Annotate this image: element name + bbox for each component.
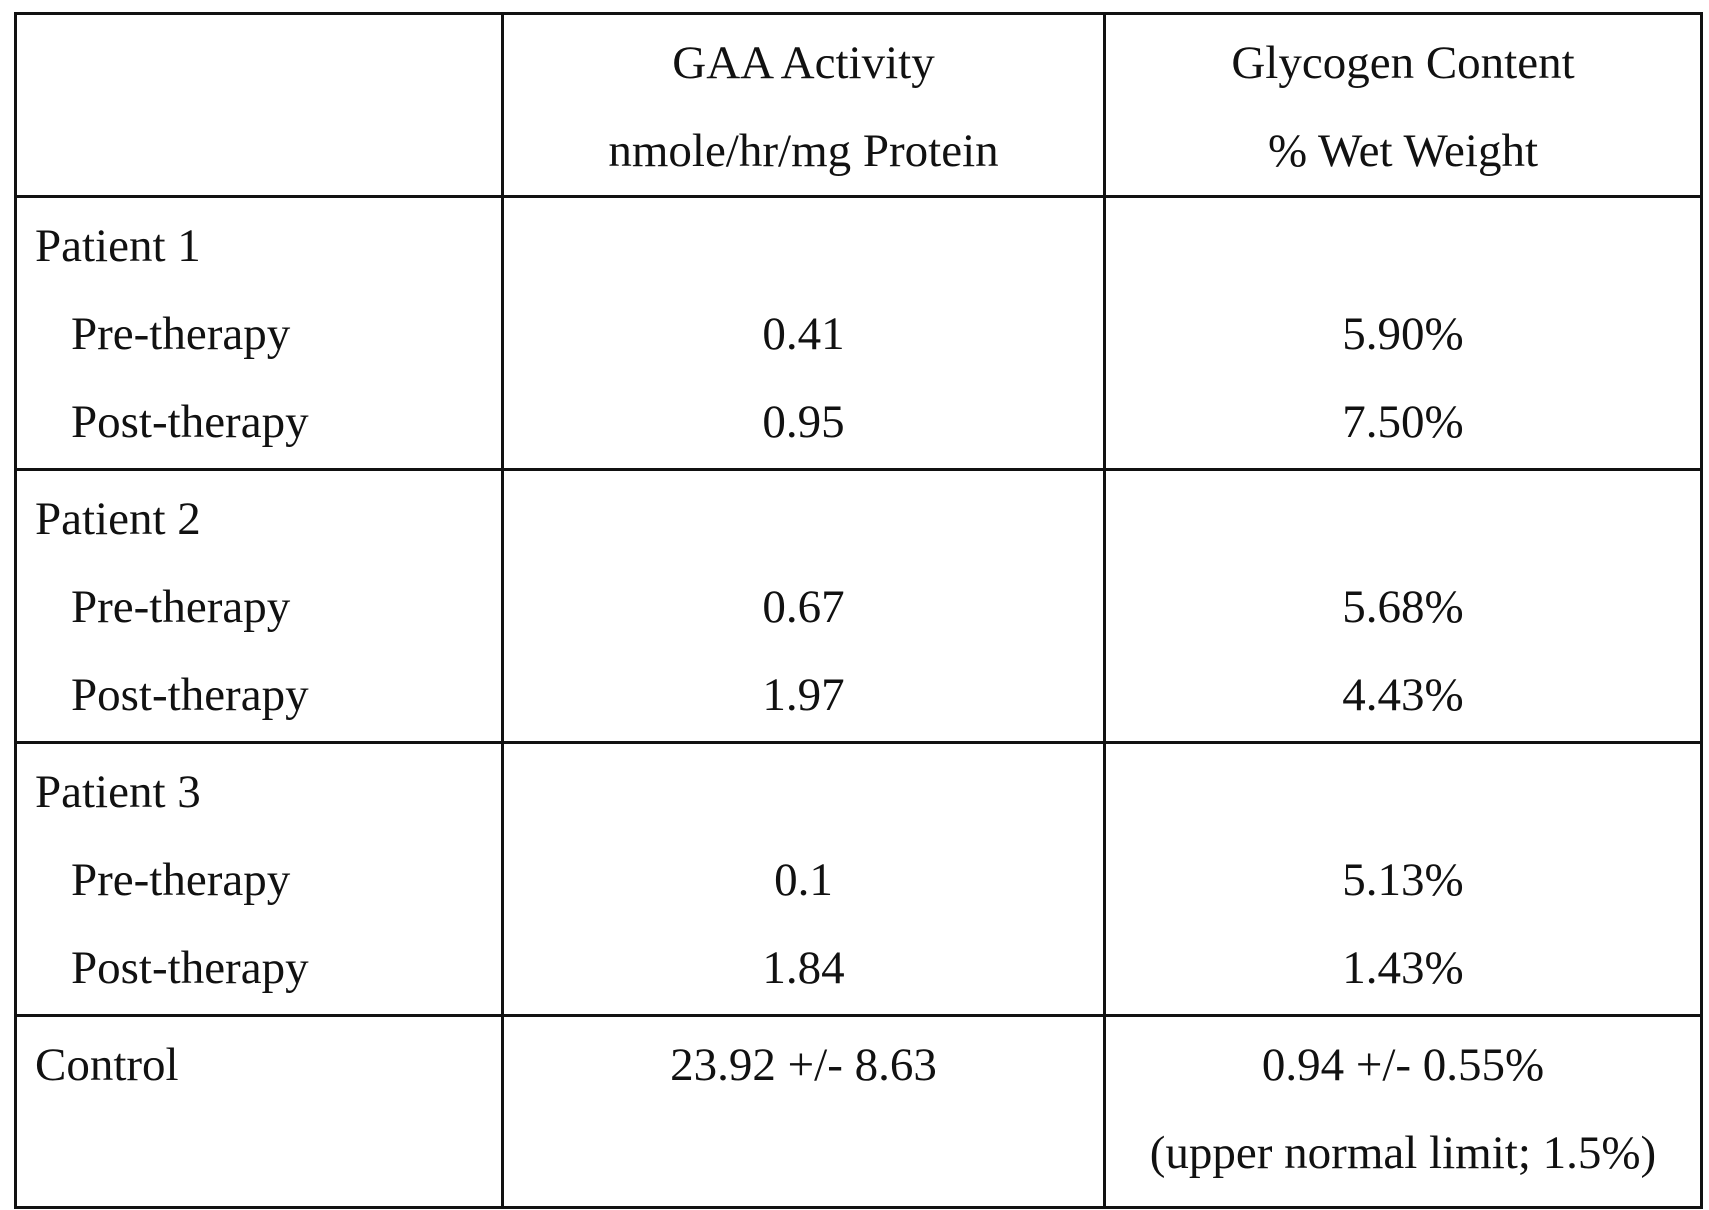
patient-1-pre-gaa: 0.41	[762, 308, 845, 360]
results-table: GAA Activity nmole/hr/mg Protein Glycoge…	[14, 12, 1703, 1209]
patient-2-pre-label: Pre-therapy	[71, 581, 291, 633]
header-cell-empty	[14, 12, 504, 198]
patient-1-label: Patient 1	[35, 220, 201, 272]
patient-3-pre-label: Pre-therapy	[71, 854, 291, 906]
patient-1-label-cell: Patient 1 Pre-therapy Post-therapy	[14, 195, 504, 471]
control-gaa-cell: 23.92 +/- 8.63	[501, 1014, 1106, 1209]
patient-1-glycogen-cell: 5.90% 7.50%	[1103, 195, 1703, 471]
patient-2-pre-glycogen: 5.68%	[1342, 581, 1464, 633]
patient-1-post-label: Post-therapy	[71, 396, 309, 448]
control-glycogen-cell: 0.94 +/- 0.55% (upper normal limit; 1.5%…	[1103, 1014, 1703, 1209]
patient-2-post-label: Post-therapy	[71, 669, 309, 721]
control-glycogen: 0.94 +/- 0.55%	[1261, 1039, 1545, 1091]
patient-3-post-label: Post-therapy	[71, 942, 309, 994]
patient-1-row: Patient 1 Pre-therapy Post-therapy 0.41 …	[14, 195, 1703, 471]
control-label: Control	[35, 1039, 179, 1091]
header-cell-gaa: GAA Activity nmole/hr/mg Protein	[501, 12, 1106, 198]
patient-3-row: Patient 3 Pre-therapy Post-therapy 0.1 1…	[14, 741, 1703, 1017]
patient-3-glycogen-cell: 5.13% 1.43%	[1103, 741, 1703, 1017]
patient-3-post-gaa: 1.84	[762, 942, 845, 994]
header-row: GAA Activity nmole/hr/mg Protein Glycoge…	[14, 12, 1703, 198]
gaa-column-title: GAA Activity	[672, 37, 935, 89]
control-label-cell: Control	[14, 1014, 504, 1209]
patient-2-post-gaa: 1.97	[762, 669, 845, 721]
patient-1-post-glycogen: 7.50%	[1342, 396, 1464, 448]
patient-3-post-glycogen: 1.43%	[1342, 942, 1464, 994]
patient-2-label: Patient 2	[35, 493, 201, 545]
patient-2-pre-gaa: 0.67	[762, 581, 845, 633]
patient-3-label-cell: Patient 3 Pre-therapy Post-therapy	[14, 741, 504, 1017]
patient-2-post-glycogen: 4.43%	[1342, 669, 1464, 721]
patient-1-gaa-cell: 0.41 0.95	[501, 195, 1106, 471]
patient-2-row: Patient 2 Pre-therapy Post-therapy 0.67 …	[14, 468, 1703, 744]
patient-3-pre-glycogen: 5.13%	[1342, 854, 1464, 906]
gaa-column-unit: nmole/hr/mg Protein	[608, 125, 999, 177]
control-row: Control 23.92 +/- 8.63 0.94 +/- 0.55% (u…	[14, 1014, 1703, 1209]
patient-2-gaa-cell: 0.67 1.97	[501, 468, 1106, 744]
glycogen-column-title: Glycogen Content	[1231, 37, 1575, 89]
patient-3-pre-gaa: 0.1	[774, 854, 833, 906]
control-glycogen-note: (upper normal limit; 1.5%)	[1149, 1127, 1657, 1179]
patient-2-label-cell: Patient 2 Pre-therapy Post-therapy	[14, 468, 504, 744]
header-cell-glycogen: Glycogen Content % Wet Weight	[1103, 12, 1703, 198]
patient-3-gaa-cell: 0.1 1.84	[501, 741, 1106, 1017]
glycogen-column-unit: % Wet Weight	[1267, 125, 1539, 177]
control-gaa: 23.92 +/- 8.63	[670, 1039, 937, 1091]
patient-1-post-gaa: 0.95	[762, 396, 845, 448]
patient-2-glycogen-cell: 5.68% 4.43%	[1103, 468, 1703, 744]
patient-3-label: Patient 3	[35, 766, 201, 818]
patient-1-pre-label: Pre-therapy	[71, 308, 291, 360]
patient-1-pre-glycogen: 5.90%	[1342, 308, 1464, 360]
